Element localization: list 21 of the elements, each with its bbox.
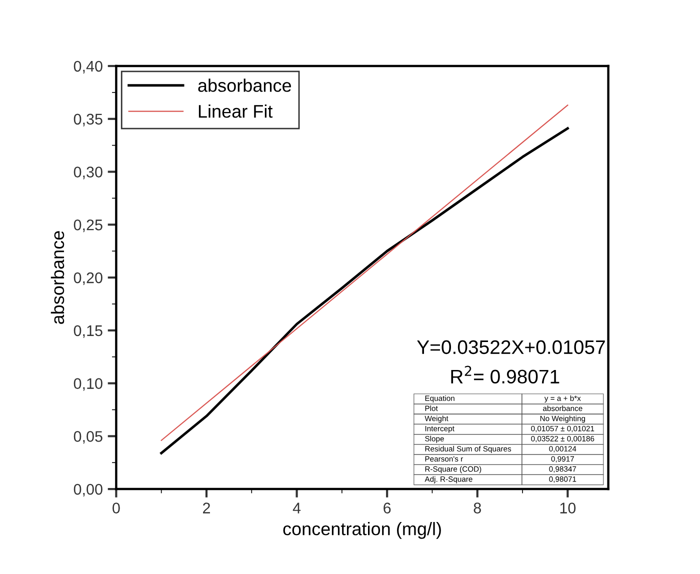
legend-label: Linear Fit (198, 104, 273, 118)
x-tick-label: 4 (292, 502, 301, 514)
y-tick-label: 0,05 (74, 431, 102, 444)
y-axis-title: absorbance (50, 231, 64, 324)
y-tick-label: 0,40 (74, 60, 102, 74)
x-tick-label: 0 (112, 502, 120, 514)
y-tick-label: 0,15 (74, 325, 102, 338)
annotation: Y=0.03522X+0.01057 (417, 340, 605, 354)
x-tick-label: 8 (474, 502, 481, 514)
legend-label: absorbance (198, 78, 292, 92)
x-tick-label: 10 (560, 502, 576, 514)
y-tick-label: 0,10 (74, 378, 102, 391)
y-tick-label: 0,00 (74, 484, 102, 497)
annotation: R$^{2}$= 0.98071 (451, 366, 560, 384)
x-tick-label: 2 (203, 502, 210, 514)
x-axis-title: concentration (mg/l) (283, 522, 441, 539)
x-tick-label: 6 (384, 502, 391, 514)
y-tick-label: 0,25 (74, 220, 102, 232)
y-tick-label: 0,35 (74, 114, 102, 126)
y-tick-label: 0,30 (74, 166, 102, 180)
y-tick-label: 0,20 (74, 272, 102, 286)
